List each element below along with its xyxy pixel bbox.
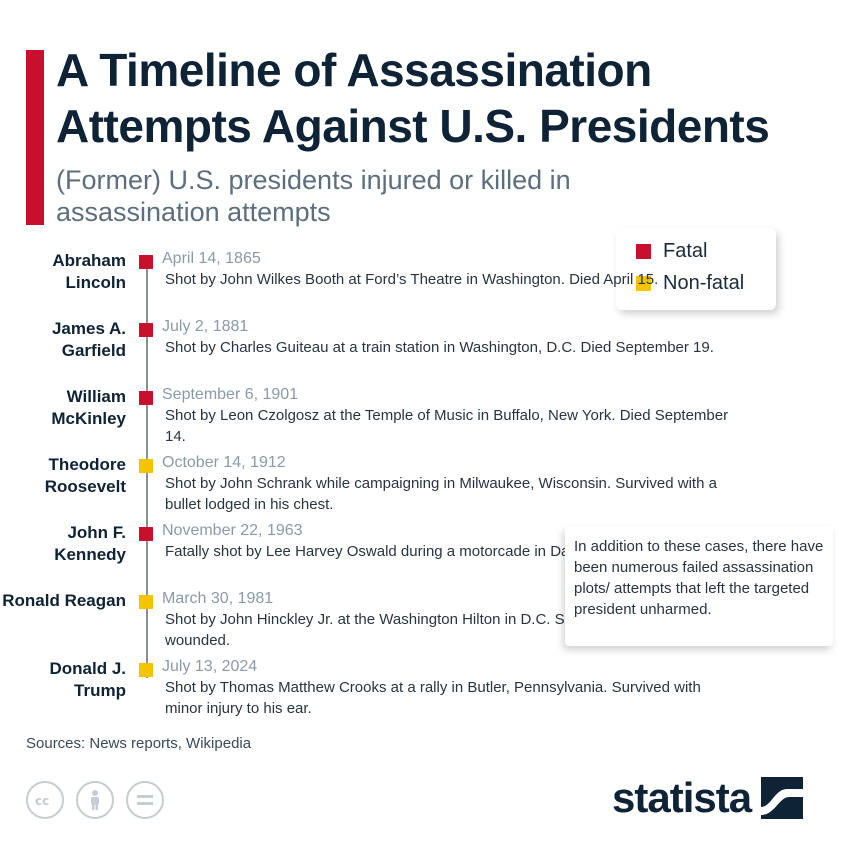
statista-logo-icon [761,777,804,819]
president-name: James A. Garfield [51,319,126,360]
brand-wordmark: statista [612,774,752,821]
timeline-entry: William McKinley September 6, 1901 Shot by… [0,386,848,457]
event-description: Shot by Thomas Matthew Crooks at a rally… [165,679,701,717]
event-description: Shot by John Schrank while campaigning i… [165,475,717,513]
non-fatal-marker [139,595,153,609]
non-fatal-marker [139,459,153,473]
event-date: October 14, 1912 [162,454,286,471]
svg-text:cc: cc [35,794,49,807]
president-name: Theodore Roosevelt [44,455,126,496]
cc-icon[interactable]: cc [26,781,64,819]
fatal-marker [139,255,153,269]
president-name: Ronald Reagan [2,591,126,610]
event-date: July 2, 1881 [162,318,249,335]
event-description: Shot by Leon Czolgosz at the Temple of M… [165,407,729,445]
equals-icon[interactable] [126,781,164,819]
legend-label: Non-fatal [663,272,745,294]
note-text: In addition to these cases, there have b… [574,538,824,618]
page-subtitle: (Former) U.S. presidents injured or kill… [56,165,571,227]
event-description: Shot by John Hinckley Jr. at the Washing… [165,611,677,649]
event-date: April 14, 1865 [162,250,261,267]
fatal-marker [139,527,153,541]
legend-item-non-fatal: Non-fatal [636,272,744,295]
president-name: Donald J. Trump [49,659,126,700]
legend-swatch-non-fatal [636,276,651,291]
timeline-entry: John F. Kennedy November 22, 1963 Fatally … [0,522,848,593]
event-description: Shot by John Wilkes Booth at Ford’s Thea… [165,271,659,288]
statista-brand[interactable]: statista [612,774,804,822]
timeline-entry: Donald J. Trump July 13, 2024 Shot by Thom… [0,658,848,729]
president-name: Abraham Lincoln [52,251,126,292]
fatal-marker [139,323,153,337]
legend-label: Fatal [663,240,708,262]
sources-text: Sources: News reports, Wikipedia [26,735,252,752]
license-icons: cc [26,781,176,819]
event-description: Shot by Charles Guiteau at a train stati… [165,339,714,356]
page-title: A Timeline of Assassination Attempts Aga… [56,44,770,152]
title-accent-bar [26,50,44,225]
event-date: September 6, 1901 [162,386,299,403]
event-description: Fatally shot by Lee Harvey Oswald during… [165,543,644,560]
note-box: In addition to these cases, there have b… [565,526,833,646]
event-date: July 13, 2024 [162,658,258,675]
non-fatal-marker [139,663,153,677]
president-name: John F. Kennedy [54,523,126,564]
legend-item-fatal: Fatal [636,240,707,263]
fatal-marker [139,391,153,405]
timeline-entry: James A. Garfield July 2, 1881 Shot by Cha… [0,318,848,389]
event-date: March 30, 1981 [162,590,274,607]
legend: Fatal Non-fatal [616,228,776,310]
event-date: November 22, 1963 [162,522,303,539]
timeline-entry: Theodore Roosevelt October 14, 1912 Shot b… [0,454,848,525]
person-icon[interactable] [76,781,114,819]
timeline-entry: Abraham Lincoln April 14, 1865 Shot by Joh… [0,250,848,321]
legend-swatch-fatal [636,244,651,259]
timeline-entry: Ronald Reagan March 30, 1981 Shot by John … [0,590,848,661]
president-name: William McKinley [51,387,126,428]
